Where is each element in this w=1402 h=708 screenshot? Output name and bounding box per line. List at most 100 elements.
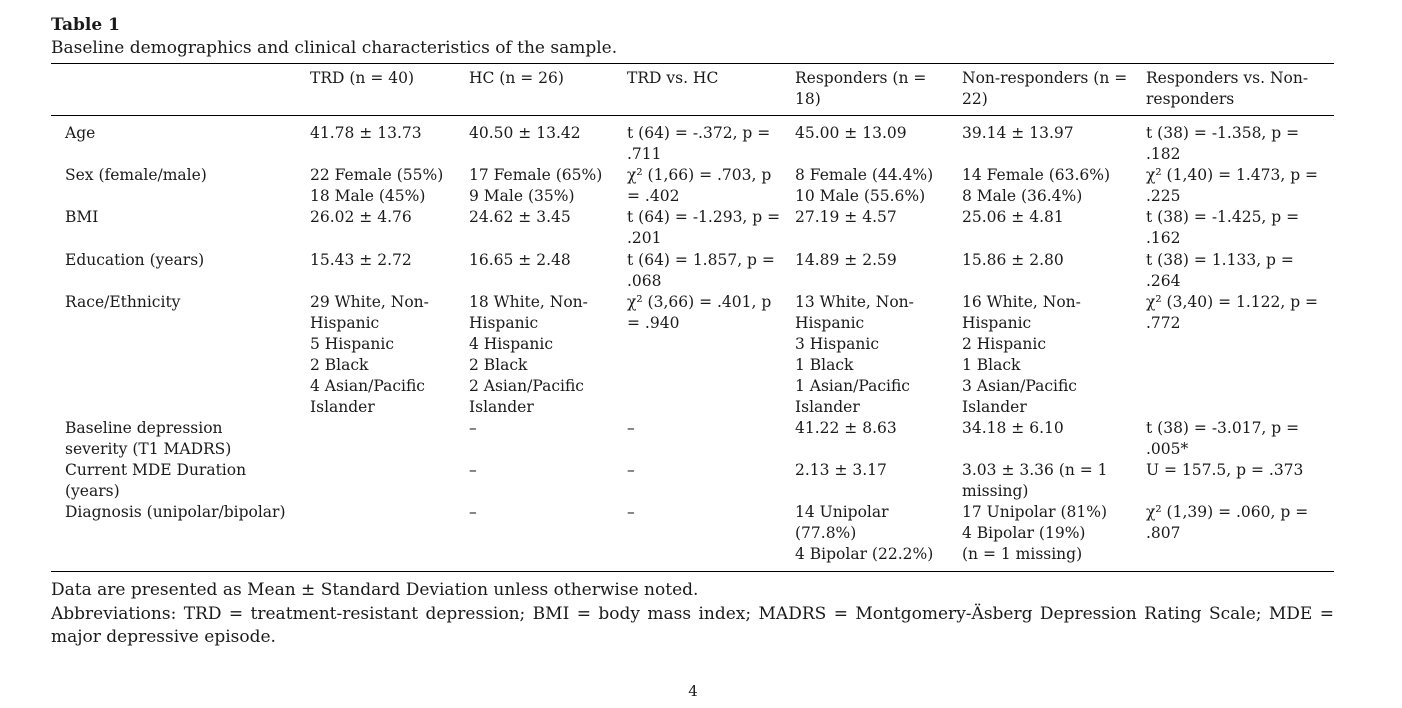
cell-line: 3.03 ± 3.36 (n = 1	[962, 461, 1108, 479]
cell-responders: 8 Female (44.4%) 10 Male (55.6%)	[795, 165, 962, 207]
cell-responders-vs-non: χ² (1,40) = 1.473, p = .225	[1146, 166, 1319, 205]
cell-trd	[310, 502, 469, 572]
cell-line: 4 Hispanic	[469, 335, 554, 353]
cell-responders: 41.22 ± 8.63	[795, 418, 962, 460]
cell-line: –	[469, 419, 477, 437]
cell-line: 2 Black	[469, 356, 528, 374]
cell-trd: 15.43 ± 2.72	[310, 250, 469, 292]
row-label: Current MDE Duration (years)	[65, 461, 247, 500]
cell-line: 2 Hispanic	[962, 335, 1047, 353]
cell-line: 39.14 ± 13.97	[962, 124, 1074, 142]
cell-line: 17 Female (65%)	[469, 166, 603, 184]
cell-line: 2.13 ± 3.17	[795, 461, 887, 479]
cell-line: .005*	[1146, 440, 1189, 458]
cell-line: 4 Bipolar (19%)	[962, 524, 1086, 542]
cell-line: 15.86 ± 2.80	[962, 251, 1064, 269]
cell-line: 3 Hispanic	[795, 335, 880, 353]
table-row: Baseline depression severity (T1 MADRS) –…	[51, 418, 1334, 460]
cell-line: .772	[1146, 314, 1181, 332]
table-label: Table 1	[51, 15, 120, 35]
cell-line: 26.02 ± 4.76	[310, 208, 412, 226]
cell-line: 17 Unipolar (81%)	[962, 503, 1107, 521]
header-trd: TRD (n = 40)	[310, 69, 415, 87]
row-label: Diagnosis (unipolar/bipolar)	[65, 503, 286, 521]
cell-trd-vs-hc: –	[627, 461, 635, 479]
header-non-responders: Non-responders (n = 22)	[962, 69, 1128, 108]
cell-trd: 26.02 ± 4.76	[310, 207, 469, 250]
table-row: Race/Ethnicity 29 White, Non- Hispanic 5 Hi…	[51, 292, 1334, 418]
cell-hc: 24.62 ± 3.45	[469, 207, 627, 250]
cell-line: 1 Black	[795, 356, 854, 374]
row-label: Sex (female/male)	[65, 166, 207, 184]
cell-line: Hispanic	[795, 314, 865, 332]
cell-non-responders: 39.14 ± 13.97	[962, 116, 1146, 166]
cell-line: 25.06 ± 4.81	[962, 208, 1064, 226]
cell-responders: 14 Unipolar (77.8%) 4 Bipolar (22.2%)	[795, 502, 962, 572]
cell-responders: 45.00 ± 13.09	[795, 116, 962, 166]
cell-line: 14.89 ± 2.59	[795, 251, 897, 269]
cell-trd-vs-hc: χ² (3,66) = .401, p = .940	[627, 292, 795, 418]
cell-non-responders: 3.03 ± 3.36 (n = 1 missing)	[962, 460, 1146, 502]
cell-line: 41.78 ± 13.73	[310, 124, 422, 142]
cell-trd: 41.78 ± 13.73	[310, 116, 469, 166]
cell-line: 4 Bipolar (22.2%)	[795, 545, 934, 563]
cell-hc: 18 White, Non- Hispanic 4 Hispanic 2 Black 2…	[469, 292, 627, 418]
cell-line: 41.22 ± 8.63	[795, 419, 897, 437]
cell-responders-vs-non: t (38) = -1.358, p = .182	[1146, 124, 1300, 163]
cell-line: 40.50 ± 13.42	[469, 124, 581, 142]
header-responders-vs-non: Responders vs. Non-responders	[1146, 69, 1309, 108]
cell-responders-vs-non: U = 157.5, p = .373	[1146, 461, 1304, 479]
cell-responders-vs-non: χ² (3,40) = 1.122, p = .772	[1146, 292, 1334, 418]
cell-responders: 27.19 ± 4.57	[795, 207, 962, 250]
row-label: BMI	[65, 208, 99, 226]
cell-line: 8 Male (36.4%)	[962, 187, 1083, 205]
cell-non-responders: 16 White, Non- Hispanic 2 Hispanic 1 Black 3…	[962, 292, 1146, 418]
cell-line: t (38) = -3.017, p =	[1146, 419, 1300, 437]
cell-trd	[310, 460, 469, 502]
table-row: Current MDE Duration (years) – – 2.13 ± 3.1…	[51, 460, 1334, 502]
cell-line: 5 Hispanic	[310, 335, 395, 353]
cell-line: (n = 1 missing)	[962, 545, 1083, 563]
cell-hc: –	[469, 418, 627, 460]
cell-non-responders: 25.06 ± 4.81	[962, 207, 1146, 250]
cell-non-responders: 15.86 ± 2.80	[962, 250, 1146, 292]
cell-line: 34.18 ± 6.10	[962, 419, 1064, 437]
cell-line: –	[469, 503, 477, 521]
cell-line: 3 Asian/Pacific	[962, 377, 1077, 395]
table-header-row: TRD (n = 40) HC (n = 26) TRD vs. HC Resp…	[51, 63, 1334, 116]
cell-line: (77.8%)	[795, 524, 857, 542]
cell-line: 18 Male (45%)	[310, 187, 426, 205]
table-row: BMI 26.02 ± 4.76 24.62 ± 3.45 t (64) = -1.2…	[51, 207, 1334, 250]
cell-line: 14 Unipolar	[795, 503, 889, 521]
cell-line: = .940	[627, 314, 680, 332]
cell-line: 27.19 ± 4.57	[795, 208, 897, 226]
table-row: Sex (female/male) 22 Female (55%) 18 Male …	[51, 165, 1334, 207]
cell-trd-vs-hc: t (64) = 1.857, p = .068	[627, 251, 775, 290]
cell-line: 2 Asian/Pacific	[469, 377, 584, 395]
cell-trd-vs-hc: χ² (1,66) = .703, p = .402	[627, 166, 772, 205]
footnote-data-note: Data are presented as Mean ± Standard De…	[51, 580, 699, 600]
cell-line: Hispanic	[469, 314, 539, 332]
table-row: Age 41.78 ± 13.73 40.50 ± 13.42 t (64) = -.…	[51, 116, 1334, 166]
cell-line: 1 Black	[962, 356, 1021, 374]
cell-line: 22 Female (55%)	[310, 166, 444, 184]
cell-responders: 14.89 ± 2.59	[795, 250, 962, 292]
cell-line: Islander	[962, 398, 1027, 416]
page: Table 1 Baseline demographics and clinic…	[51, 14, 1334, 650]
cell-line: Islander	[469, 398, 534, 416]
header-responders: Responders (n = 18)	[795, 69, 927, 108]
cell-responders-vs-non: t (38) = 1.133, p = .264	[1146, 251, 1294, 290]
cell-line: missing)	[962, 482, 1029, 500]
footnote-abbreviations: Abbreviations: TRD = treatment-resistant…	[51, 603, 1334, 648]
cell-hc: 16.65 ± 2.48	[469, 250, 627, 292]
table-caption: Baseline demographics and clinical chara…	[51, 38, 618, 58]
table-row: Education (years) 15.43 ± 2.72 16.65 ± 2.4…	[51, 250, 1334, 292]
cell-responders-vs-non: χ² (1,39) = .060, p = .807	[1146, 502, 1334, 572]
cell-line: 1 Asian/Pacific	[795, 377, 910, 395]
cell-trd: 29 White, Non- Hispanic 5 Hispanic 2 Black 4…	[310, 292, 469, 418]
cell-line: 16.65 ± 2.48	[469, 251, 571, 269]
cell-line: –	[469, 461, 477, 479]
cell-non-responders: 14 Female (63.6%) 8 Male (36.4%)	[962, 165, 1146, 207]
row-label: Age	[65, 124, 96, 142]
cell-line: 4 Asian/Pacific	[310, 377, 425, 395]
